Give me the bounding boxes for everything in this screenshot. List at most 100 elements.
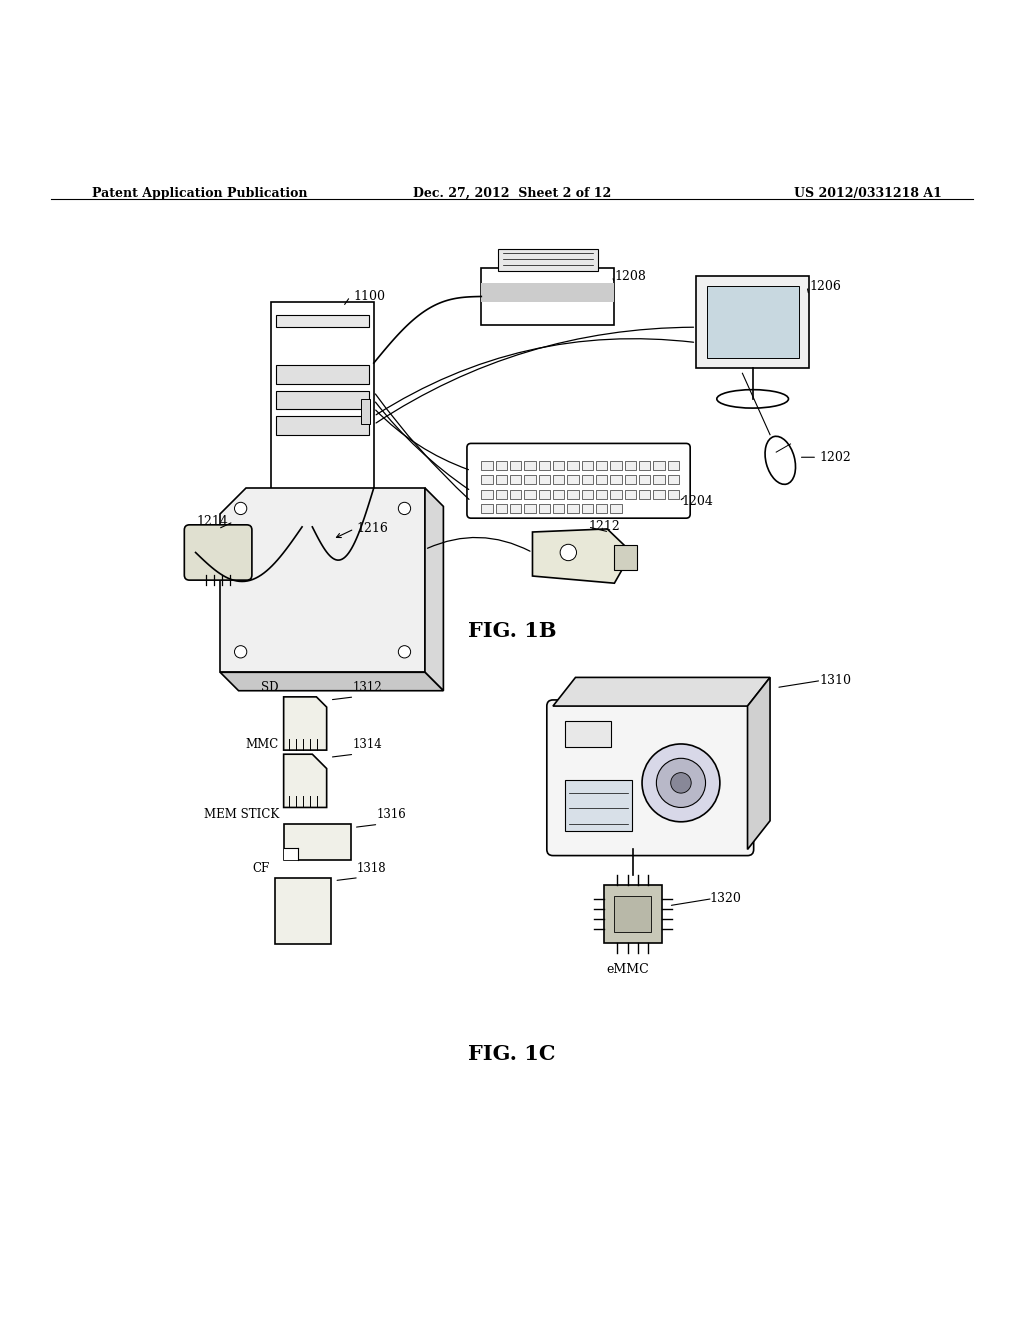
Text: 1216: 1216 bbox=[356, 523, 388, 536]
Circle shape bbox=[234, 503, 247, 515]
Polygon shape bbox=[284, 697, 327, 750]
Text: MEM STICK: MEM STICK bbox=[204, 808, 279, 821]
Ellipse shape bbox=[717, 389, 788, 408]
FancyBboxPatch shape bbox=[567, 490, 579, 499]
FancyBboxPatch shape bbox=[567, 461, 579, 470]
FancyBboxPatch shape bbox=[481, 268, 614, 325]
FancyBboxPatch shape bbox=[696, 276, 809, 368]
FancyBboxPatch shape bbox=[653, 461, 665, 470]
FancyBboxPatch shape bbox=[276, 366, 369, 384]
FancyBboxPatch shape bbox=[539, 490, 550, 499]
Text: 1310: 1310 bbox=[819, 675, 851, 686]
Text: 1206: 1206 bbox=[809, 280, 841, 293]
Text: 1208: 1208 bbox=[614, 269, 646, 282]
Ellipse shape bbox=[765, 437, 796, 484]
FancyBboxPatch shape bbox=[524, 475, 536, 484]
Polygon shape bbox=[220, 488, 425, 672]
FancyBboxPatch shape bbox=[553, 461, 564, 470]
FancyBboxPatch shape bbox=[361, 399, 370, 425]
Text: 1214: 1214 bbox=[197, 515, 228, 528]
FancyBboxPatch shape bbox=[284, 825, 350, 861]
Text: 1314: 1314 bbox=[352, 738, 382, 751]
FancyBboxPatch shape bbox=[596, 504, 607, 513]
Circle shape bbox=[398, 645, 411, 657]
Circle shape bbox=[398, 503, 411, 515]
FancyBboxPatch shape bbox=[510, 461, 521, 470]
FancyBboxPatch shape bbox=[547, 700, 754, 855]
FancyBboxPatch shape bbox=[668, 490, 679, 499]
Text: 1316: 1316 bbox=[377, 808, 407, 821]
Text: SD: SD bbox=[261, 681, 279, 694]
FancyBboxPatch shape bbox=[610, 490, 622, 499]
Text: 1318: 1318 bbox=[357, 862, 386, 875]
FancyBboxPatch shape bbox=[539, 504, 550, 513]
FancyBboxPatch shape bbox=[524, 490, 536, 499]
FancyBboxPatch shape bbox=[653, 490, 665, 499]
Text: Dec. 27, 2012  Sheet 2 of 12: Dec. 27, 2012 Sheet 2 of 12 bbox=[413, 187, 611, 199]
FancyBboxPatch shape bbox=[625, 475, 636, 484]
FancyBboxPatch shape bbox=[707, 286, 799, 358]
FancyBboxPatch shape bbox=[510, 490, 521, 499]
FancyBboxPatch shape bbox=[524, 504, 536, 513]
FancyBboxPatch shape bbox=[610, 475, 622, 484]
FancyBboxPatch shape bbox=[276, 315, 369, 327]
Text: Patent Application Publication: Patent Application Publication bbox=[92, 187, 307, 199]
FancyBboxPatch shape bbox=[510, 504, 521, 513]
FancyBboxPatch shape bbox=[596, 490, 607, 499]
Polygon shape bbox=[532, 529, 632, 583]
FancyBboxPatch shape bbox=[625, 461, 636, 470]
FancyBboxPatch shape bbox=[481, 284, 614, 301]
Text: FIG. 1C: FIG. 1C bbox=[468, 1044, 556, 1064]
Circle shape bbox=[656, 758, 706, 808]
FancyBboxPatch shape bbox=[274, 878, 331, 944]
FancyBboxPatch shape bbox=[610, 461, 622, 470]
FancyBboxPatch shape bbox=[614, 895, 651, 932]
FancyBboxPatch shape bbox=[614, 545, 637, 570]
FancyBboxPatch shape bbox=[524, 461, 536, 470]
FancyBboxPatch shape bbox=[596, 475, 607, 484]
FancyBboxPatch shape bbox=[481, 490, 493, 499]
Polygon shape bbox=[284, 754, 327, 808]
Text: eMMC: eMMC bbox=[606, 964, 649, 975]
FancyBboxPatch shape bbox=[271, 301, 374, 527]
FancyBboxPatch shape bbox=[284, 847, 299, 861]
Polygon shape bbox=[425, 488, 443, 690]
Circle shape bbox=[234, 645, 247, 657]
Text: 1204: 1204 bbox=[681, 495, 713, 508]
Text: 1212: 1212 bbox=[589, 520, 621, 533]
FancyBboxPatch shape bbox=[510, 475, 521, 484]
Circle shape bbox=[671, 772, 691, 793]
Text: 1202: 1202 bbox=[819, 450, 851, 463]
FancyBboxPatch shape bbox=[496, 490, 507, 499]
Polygon shape bbox=[220, 672, 443, 690]
FancyBboxPatch shape bbox=[653, 475, 665, 484]
FancyBboxPatch shape bbox=[582, 475, 593, 484]
FancyBboxPatch shape bbox=[582, 490, 593, 499]
FancyBboxPatch shape bbox=[553, 504, 564, 513]
FancyBboxPatch shape bbox=[582, 504, 593, 513]
Text: FIG. 1B: FIG. 1B bbox=[468, 622, 556, 642]
FancyBboxPatch shape bbox=[481, 475, 493, 484]
Text: 1320: 1320 bbox=[710, 892, 741, 906]
Text: 1100: 1100 bbox=[353, 290, 385, 304]
FancyBboxPatch shape bbox=[582, 461, 593, 470]
FancyBboxPatch shape bbox=[496, 504, 507, 513]
FancyBboxPatch shape bbox=[567, 504, 579, 513]
Circle shape bbox=[560, 544, 577, 561]
FancyBboxPatch shape bbox=[567, 475, 579, 484]
FancyBboxPatch shape bbox=[596, 461, 607, 470]
FancyBboxPatch shape bbox=[639, 490, 650, 499]
Text: US 2012/0331218 A1: US 2012/0331218 A1 bbox=[795, 187, 942, 199]
FancyBboxPatch shape bbox=[553, 490, 564, 499]
Text: MMC: MMC bbox=[246, 738, 279, 751]
Circle shape bbox=[302, 503, 312, 513]
FancyBboxPatch shape bbox=[553, 475, 564, 484]
FancyBboxPatch shape bbox=[467, 444, 690, 519]
FancyBboxPatch shape bbox=[498, 249, 598, 272]
FancyBboxPatch shape bbox=[639, 475, 650, 484]
FancyBboxPatch shape bbox=[565, 722, 611, 747]
FancyBboxPatch shape bbox=[481, 461, 493, 470]
FancyBboxPatch shape bbox=[668, 475, 679, 484]
FancyBboxPatch shape bbox=[496, 461, 507, 470]
Polygon shape bbox=[553, 677, 770, 706]
